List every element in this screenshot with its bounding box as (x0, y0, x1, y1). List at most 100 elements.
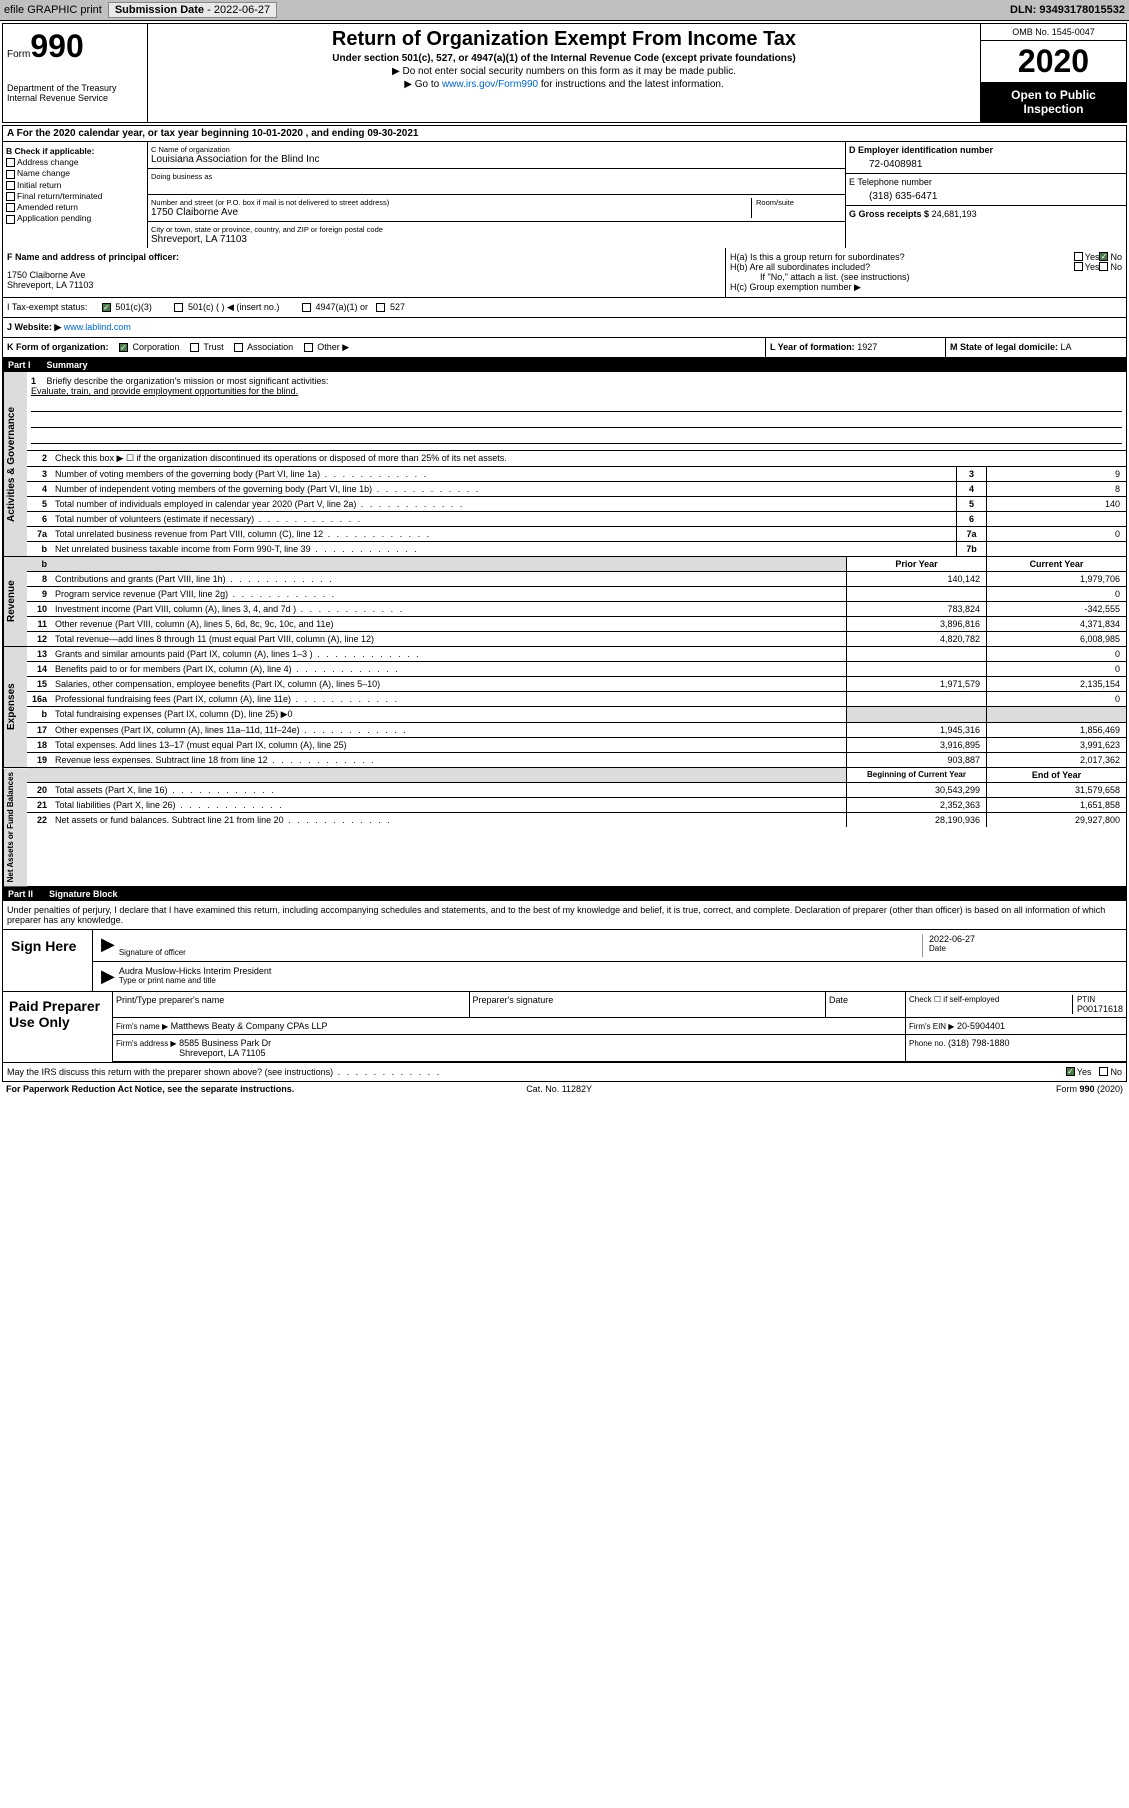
org-name: Louisiana Association for the Blind Inc (151, 154, 842, 165)
sign-date: 2022-06-27 (929, 934, 1122, 944)
checkbox-amended[interactable] (6, 203, 15, 212)
ptin: P00171618 (1077, 1004, 1123, 1014)
val-20p: 30,543,299 (846, 783, 986, 797)
checkbox-corporation[interactable] (119, 343, 128, 352)
val-18p: 3,916,895 (846, 738, 986, 752)
officer-address: 1750 Claiborne Ave Shreveport, LA 71103 (7, 262, 721, 290)
val-22c: 29,927,800 (986, 813, 1126, 827)
row-i: I Tax-exempt status: 501(c)(3) 501(c) ( … (2, 298, 1127, 318)
website-link[interactable]: www.lablind.com (64, 322, 131, 332)
street-address: 1750 Claiborne Ave (151, 207, 747, 218)
row-fh: F Name and address of principal officer:… (2, 248, 1127, 298)
checkbox-discuss-no[interactable] (1099, 1067, 1108, 1076)
val-19c: 2,017,362 (986, 753, 1126, 767)
topbar: efile GRAPHIC print Submission Date - 20… (0, 0, 1129, 21)
checkbox-501c3[interactable] (102, 303, 111, 312)
box-h: H(a) Is this a group return for subordin… (726, 248, 1126, 297)
box-d: D Employer identification number 72-0408… (846, 142, 1126, 248)
val-3: 9 (986, 467, 1126, 481)
val-17p: 1,945,316 (846, 723, 986, 737)
header-title-block: Return of Organization Exempt From Incom… (148, 24, 981, 122)
header-right: OMB No. 1545-0047 2020 Open to Public In… (981, 24, 1126, 122)
page-footer: For Paperwork Reduction Act Notice, see … (0, 1082, 1129, 1096)
mission-text: Evaluate, train, and provide employment … (31, 386, 1122, 396)
val-19p: 903,887 (846, 753, 986, 767)
checkbox-initial-return[interactable] (6, 181, 15, 190)
side-label-netassets: Net Assets or Fund Balances (3, 768, 27, 886)
part1-header: Part ISummary (2, 358, 1127, 372)
omb-number: OMB No. 1545-0047 (981, 24, 1126, 41)
checkbox-discuss-yes[interactable] (1066, 1067, 1075, 1076)
firm-phone: (318) 798-1880 (948, 1038, 1010, 1048)
val-14c: 0 (986, 662, 1126, 676)
val-15p: 1,971,579 (846, 677, 986, 691)
box-c: C Name of organization Louisiana Associa… (148, 142, 846, 248)
checkbox-other[interactable] (304, 343, 313, 352)
checkbox-501c[interactable] (174, 303, 183, 312)
val-10p: 783,824 (846, 602, 986, 616)
discuss-row: May the IRS discuss this return with the… (2, 1063, 1127, 1082)
telephone: (318) 635-6471 (849, 187, 1123, 202)
officer-name: Audra Muslow-Hicks Interim President (119, 966, 1122, 976)
val-16ac: 0 (986, 692, 1126, 706)
side-label-expenses: Expenses (3, 647, 27, 767)
val-16ap (846, 692, 986, 706)
checkbox-app-pending[interactable] (6, 215, 15, 224)
department: Department of the Treasury Internal Reve… (7, 83, 143, 103)
section-a: A For the 2020 calendar year, or tax yea… (2, 125, 1127, 142)
public-inspection: Open to Public Inspection (981, 82, 1126, 122)
checkbox-4947[interactable] (302, 303, 311, 312)
checkbox-hb-no[interactable] (1099, 262, 1108, 271)
form-number: 990 (30, 28, 83, 64)
info-grid: B Check if applicable: Address change Na… (2, 142, 1127, 248)
val-13c: 0 (986, 647, 1126, 661)
tax-year: 2020 (981, 41, 1126, 82)
val-10c: -342,555 (986, 602, 1126, 616)
side-label-revenue: Revenue (3, 557, 27, 646)
checkbox-ha-no[interactable] (1099, 252, 1108, 261)
submission-date-button[interactable]: Submission Date - 2022-06-27 (108, 2, 277, 18)
checkbox-address-change[interactable] (6, 158, 15, 167)
side-label-activities: Activities & Governance (3, 372, 27, 556)
checkbox-trust[interactable] (190, 343, 199, 352)
summary-expenses: Expenses 13Grants and similar amounts pa… (2, 647, 1127, 768)
year-formation: 1927 (857, 342, 877, 352)
val-8p: 140,142 (846, 572, 986, 586)
checkbox-final-return[interactable] (6, 192, 15, 201)
firm-name: Matthews Beaty & Company CPAs LLP (171, 1021, 328, 1031)
ein: 72-0408981 (849, 155, 1123, 170)
checkbox-association[interactable] (234, 343, 243, 352)
summary-activities: Activities & Governance 1 Briefly descri… (2, 372, 1127, 557)
header-left: Form990 Department of the Treasury Inter… (3, 24, 148, 122)
val-17c: 1,856,469 (986, 723, 1126, 737)
checkbox-hb-yes[interactable] (1074, 262, 1083, 271)
firm-ein: 20-5904401 (957, 1021, 1005, 1031)
form-header: Form990 Department of the Treasury Inter… (2, 23, 1127, 123)
paid-preparer: Paid Preparer Use Only Print/Type prepar… (2, 992, 1127, 1063)
val-13p (846, 647, 986, 661)
val-21c: 1,651,858 (986, 798, 1126, 812)
checkbox-name-change[interactable] (6, 170, 15, 179)
box-f: F Name and address of principal officer:… (3, 248, 726, 297)
val-9p (846, 587, 986, 601)
summary-netassets: Net Assets or Fund Balances Beginning of… (2, 768, 1127, 887)
val-9c: 0 (986, 587, 1126, 601)
efile-label: efile GRAPHIC print (4, 4, 102, 16)
val-11c: 4,371,834 (986, 617, 1126, 631)
instructions-link[interactable]: www.irs.gov/Form990 (442, 79, 538, 90)
checkbox-ha-yes[interactable] (1074, 252, 1083, 261)
form-title: Return of Organization Exempt From Incom… (152, 28, 976, 51)
part2-header: Part IISignature Block (2, 887, 1127, 901)
dln: DLN: 93493178015532 (1010, 4, 1125, 16)
val-21p: 2,352,363 (846, 798, 986, 812)
sign-here: Sign Here ▶ Signature of officer 2022-06… (2, 930, 1127, 992)
val-12p: 4,820,782 (846, 632, 986, 646)
val-8c: 1,979,706 (986, 572, 1126, 586)
summary-revenue: Revenue bPrior YearCurrent Year 8Contrib… (2, 557, 1127, 647)
checkbox-527[interactable] (376, 303, 385, 312)
val-5: 140 (986, 497, 1126, 511)
val-22p: 28,190,936 (846, 813, 986, 827)
box-b: B Check if applicable: Address change Na… (3, 142, 148, 248)
val-15c: 2,135,154 (986, 677, 1126, 691)
gross-receipts: 24,681,193 (932, 209, 977, 219)
